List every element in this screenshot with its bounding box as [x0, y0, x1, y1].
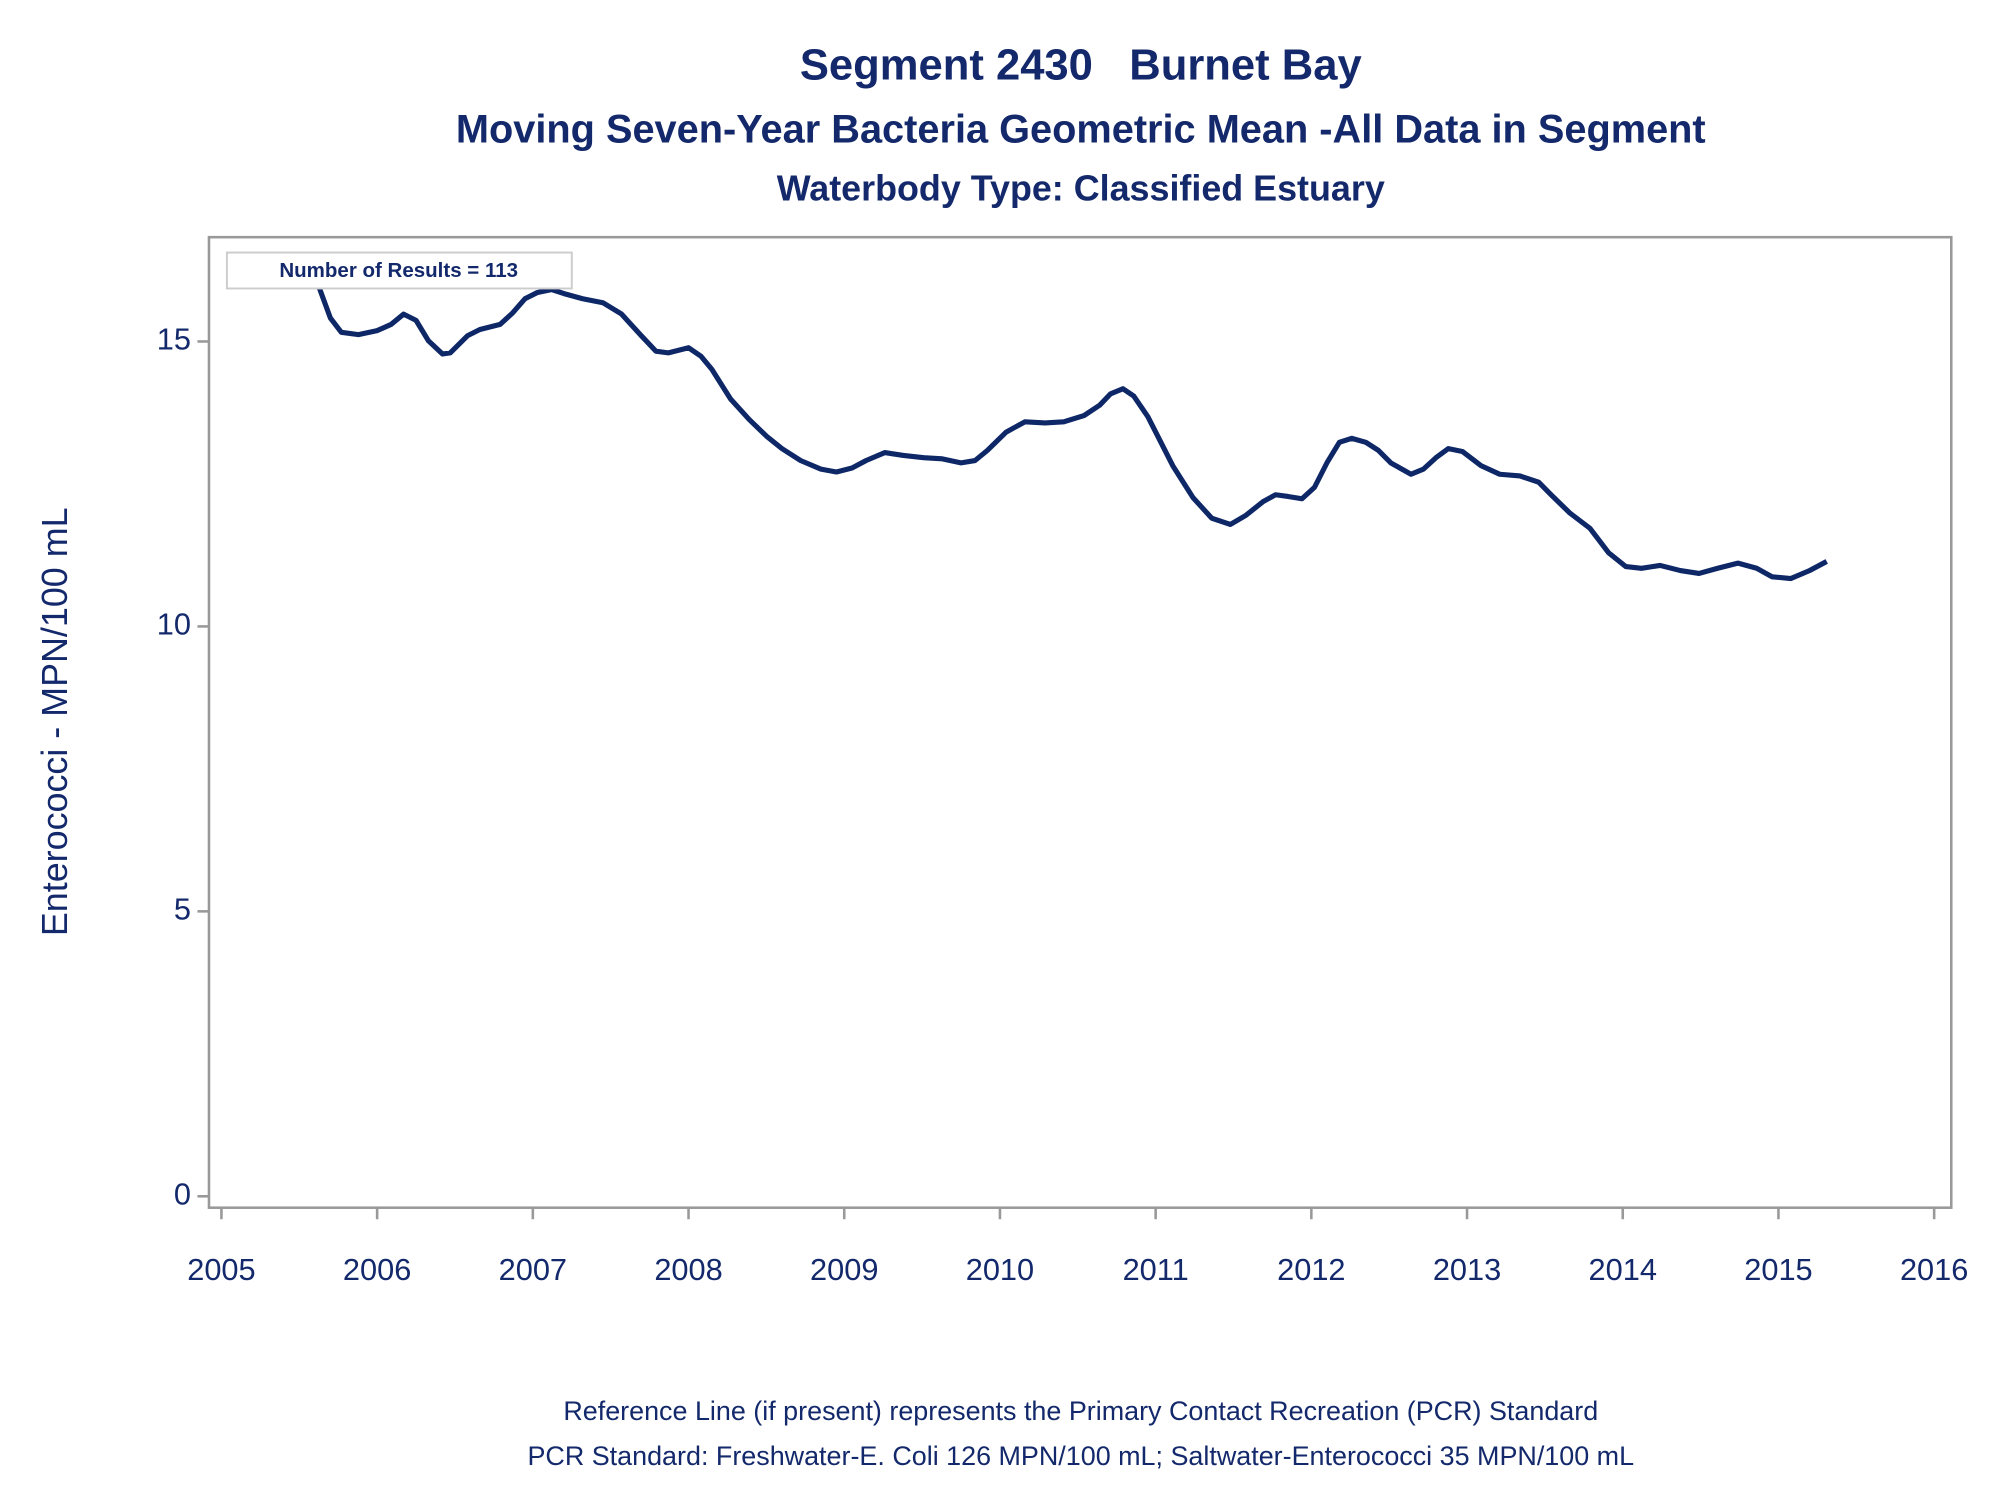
y-tick-label: 10: [157, 607, 191, 642]
x-tick-label: 2006: [343, 1252, 411, 1287]
annotation: Number of Results = 113: [279, 259, 518, 282]
plot-frame: [207, 235, 1953, 1209]
chart-subtitle: Waterbody Type: Classified Estuary: [777, 169, 1385, 209]
x-tick-label: 2009: [810, 1252, 878, 1287]
chart-subtitle: Moving Seven-Year Bacteria Geometric Mea…: [456, 108, 1706, 152]
x-tick-label: 2016: [1900, 1252, 1968, 1287]
footnote: PCR Standard: Freshwater-E. Coli 126 MPN…: [527, 1441, 1634, 1471]
x-tick-label: 2007: [499, 1252, 567, 1287]
x-tick-label: 2013: [1433, 1252, 1501, 1287]
x-tick-label: 2008: [654, 1252, 722, 1287]
footnote: Reference Line (if present) represents t…: [563, 1396, 1598, 1426]
annotation-box: [225, 251, 573, 290]
y-tick-label: 0: [174, 1176, 191, 1211]
y-tick-label: 5: [174, 891, 191, 926]
x-tick-label: 2014: [1589, 1252, 1657, 1287]
x-tick-label: 2010: [966, 1252, 1034, 1287]
x-tick-label: 2015: [1744, 1252, 1812, 1287]
x-tick-label: 2012: [1277, 1252, 1345, 1287]
data-line: [297, 252, 1828, 582]
y-tick-label: 15: [157, 322, 191, 357]
x-tick-label: 2011: [1123, 1252, 1189, 1287]
x-tick-label: 2005: [187, 1252, 255, 1287]
chart-title: Segment 2430 Burnet Bay: [800, 41, 1362, 89]
y-axis-label: Enterococci - MPN/100 mL: [35, 507, 75, 936]
plot-layer: [297, 252, 1828, 582]
